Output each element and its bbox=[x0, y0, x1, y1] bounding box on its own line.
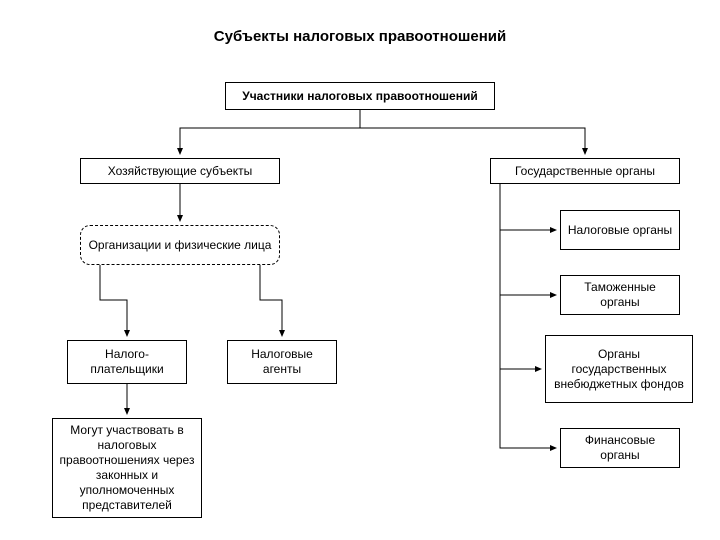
node-taxpayers: Налого-плательщики bbox=[67, 340, 187, 384]
diagram-title: Субъекты налоговых правоотношений bbox=[0, 28, 720, 45]
node-reps: Могут участвовать в налоговых правоотнош… bbox=[52, 418, 202, 518]
node-tax-bodies: Налоговые органы bbox=[560, 210, 680, 250]
node-orgs: Организации и физические лица bbox=[80, 225, 280, 265]
node-agents: Налоговые агенты bbox=[227, 340, 337, 384]
node-left-branch: Хозяйствующие субъекты bbox=[80, 158, 280, 184]
node-root: Участники налоговых правоотношений bbox=[225, 82, 495, 110]
node-right-branch: Государственные органы bbox=[490, 158, 680, 184]
node-finance: Финансовые органы bbox=[560, 428, 680, 468]
node-funds: Органы государственных внебюджетных фонд… bbox=[545, 335, 693, 403]
node-customs: Таможенные органы bbox=[560, 275, 680, 315]
